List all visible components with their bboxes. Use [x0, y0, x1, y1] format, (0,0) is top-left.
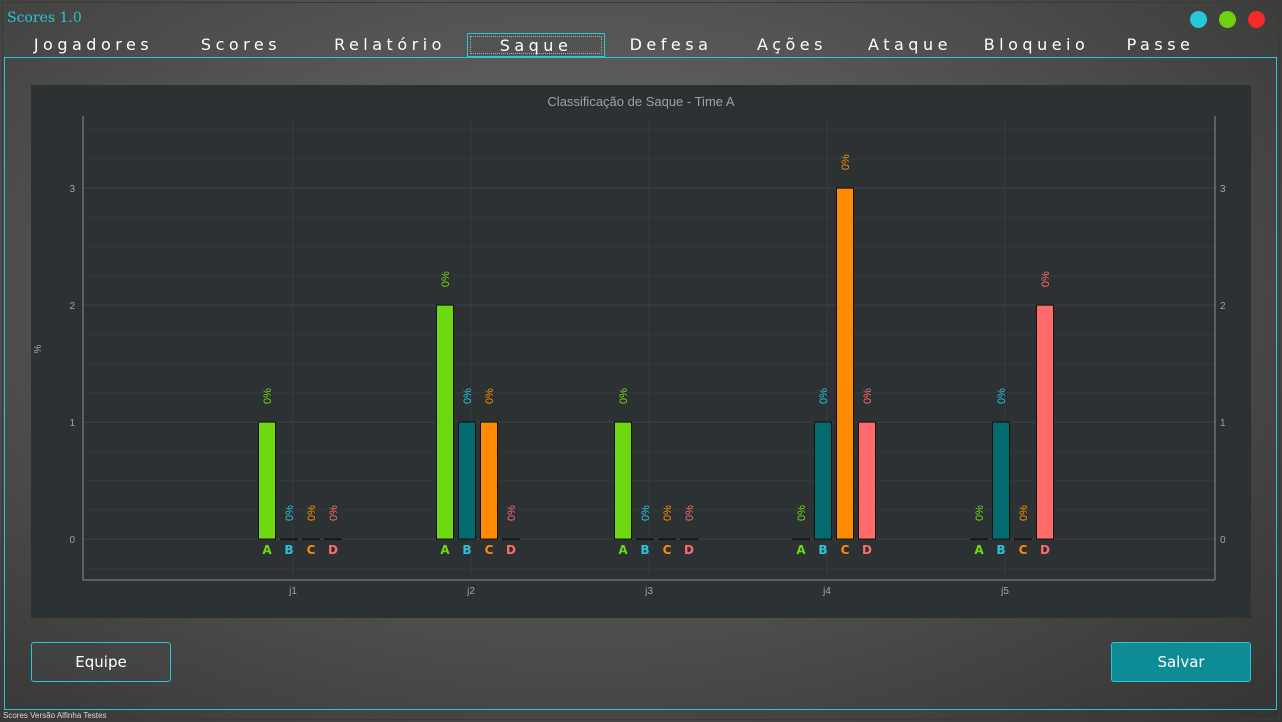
x-tick-label: j5 [1000, 586, 1009, 597]
bar-series-label: C [307, 543, 316, 557]
bar [792, 538, 810, 541]
y-tick-label: 3 [69, 184, 75, 195]
bar-value-label: 0% [840, 154, 852, 170]
bar-value-label: 0% [862, 388, 874, 404]
bar [658, 538, 676, 541]
tab-acoes[interactable]: Ações [757, 35, 827, 54]
app-title: Scores 1.0 [7, 10, 82, 26]
bar [1014, 538, 1032, 541]
x-tick-label: j1 [288, 586, 297, 597]
bar-series-label: A [974, 543, 984, 557]
tab-bar: Jogadores Scores Relatório Saque Defesa … [4, 33, 1276, 58]
bar-series-label: B [284, 543, 293, 557]
bar-series-label: D [862, 543, 872, 557]
saque-chart: Classificação de Saque - Time A 0 0 1 1 2 2 3 3%… [31, 85, 1251, 618]
bar-value-label: 0% [462, 388, 474, 404]
bar-series-label: A [440, 543, 450, 557]
bar-series-label: C [841, 543, 850, 557]
bar-series-label: C [663, 543, 672, 557]
minimize-button[interactable] [1190, 11, 1207, 28]
tab-ataque[interactable]: Ataque [868, 35, 952, 54]
bar [258, 421, 276, 540]
tab-scores[interactable]: Scores [200, 35, 282, 54]
bar-series-label: D [328, 543, 338, 557]
bar [814, 421, 832, 540]
bar-series-label: A [262, 543, 272, 557]
salvar-button[interactable]: Salvar [1111, 642, 1251, 682]
bar-series-label: A [618, 543, 628, 557]
bar [458, 421, 476, 540]
y-tick-label-right: 0 [1220, 535, 1226, 546]
y-tick-label-right: 2 [1220, 301, 1226, 312]
bar-value-label: 0% [618, 388, 630, 404]
bar-series-label: B [818, 543, 827, 557]
bar-value-label: 0% [284, 505, 296, 521]
bar [836, 187, 854, 540]
bar-value-label: 0% [262, 388, 274, 404]
bar-series-label: D [1040, 543, 1050, 557]
y-axis-label: % [33, 344, 44, 353]
x-tick-label: j4 [822, 586, 831, 597]
bar-value-label: 0% [1040, 271, 1052, 287]
bar-value-label: 0% [306, 505, 318, 521]
tab-saque[interactable]: Saque [467, 33, 605, 57]
bar [858, 421, 876, 540]
bar-value-label: 0% [684, 505, 696, 521]
bar-series-label: C [1019, 543, 1028, 557]
chart-title: Classificação de Saque - Time A [547, 94, 734, 109]
bar-value-label: 0% [484, 388, 496, 404]
bar-series-label: D [506, 543, 516, 557]
y-tick-label: 2 [69, 301, 75, 312]
maximize-button[interactable] [1219, 11, 1236, 28]
y-tick-label-right: 3 [1220, 184, 1226, 195]
bar [280, 538, 298, 541]
bar [636, 538, 654, 541]
bar [480, 421, 498, 540]
tab-defesa[interactable]: Defesa [629, 35, 713, 54]
bar-value-label: 0% [996, 388, 1008, 404]
status-text: Scores Versão Alfinha Testes [3, 711, 107, 720]
bar-value-label: 0% [328, 505, 340, 521]
content-panel [4, 57, 1277, 710]
bar [302, 538, 320, 541]
x-tick-label: j2 [466, 586, 475, 597]
bar-series-label: B [462, 543, 471, 557]
bar [992, 421, 1010, 540]
tab-bloqueio[interactable]: Bloqueio [983, 35, 1090, 54]
tab-jogadores[interactable]: Jogadores [33, 35, 154, 54]
equipe-button[interactable]: Equipe [31, 642, 171, 682]
bar [970, 538, 988, 541]
bar [502, 538, 520, 541]
bar-value-label: 0% [796, 505, 808, 521]
bar-value-label: 0% [818, 388, 830, 404]
y-tick-label-right: 1 [1220, 418, 1226, 429]
tab-relatorio[interactable]: Relatório [334, 35, 446, 54]
x-tick-label: j3 [644, 586, 653, 597]
bar-value-label: 0% [440, 271, 452, 287]
bar [680, 538, 698, 541]
bar-value-label: 0% [1018, 505, 1030, 521]
bar-value-label: 0% [662, 505, 674, 521]
chart-background [31, 85, 1251, 618]
bar-value-label: 0% [640, 505, 652, 521]
bar-series-label: A [796, 543, 806, 557]
y-tick-label: 0 [69, 535, 75, 546]
bar-series-label: B [640, 543, 649, 557]
bar [1036, 304, 1054, 540]
bar [324, 538, 342, 541]
bar [436, 304, 454, 540]
bar-series-label: C [485, 543, 494, 557]
y-tick-label: 1 [69, 418, 75, 429]
bar-series-label: B [996, 543, 1005, 557]
close-button[interactable] [1248, 11, 1265, 28]
tab-passe[interactable]: Passe [1126, 35, 1195, 54]
bar-series-label: D [684, 543, 694, 557]
bar [614, 421, 632, 540]
bar-value-label: 0% [974, 505, 986, 521]
bar-value-label: 0% [506, 505, 518, 521]
